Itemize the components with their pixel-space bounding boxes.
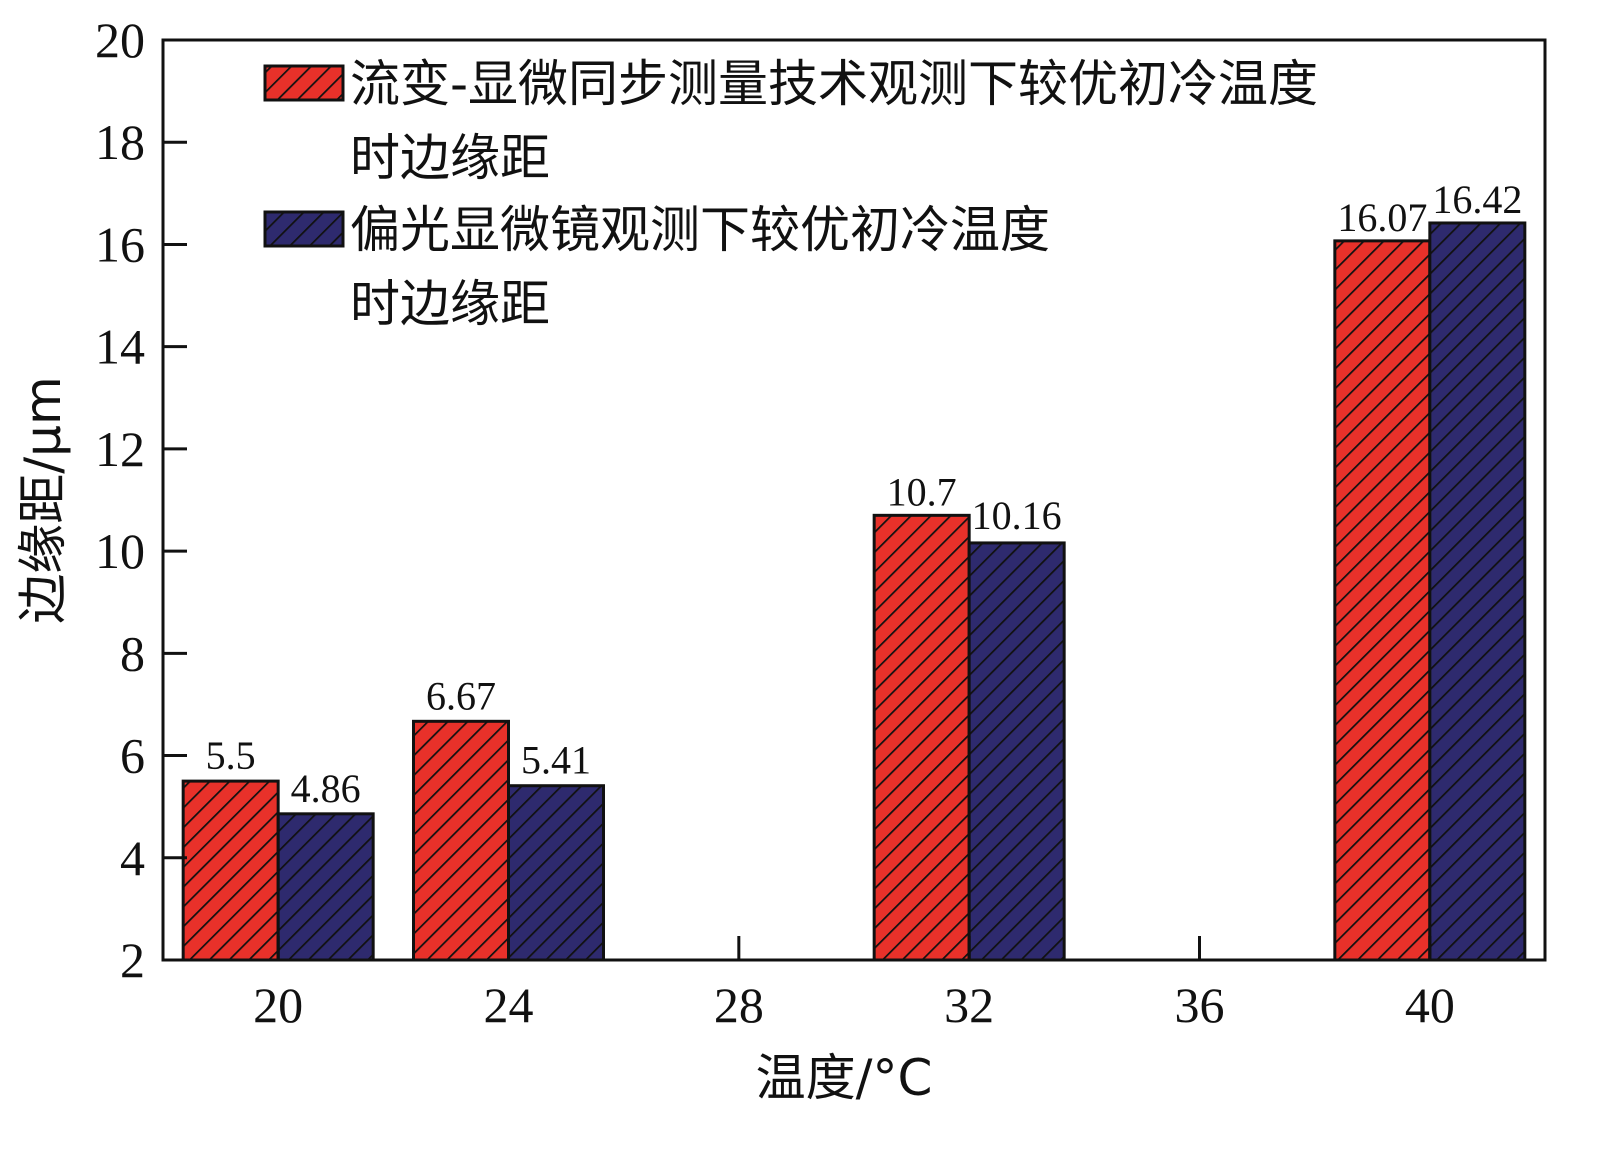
bar-2-40 bbox=[1428, 221, 1527, 962]
y-axis-title: 边缘距/μm bbox=[14, 376, 72, 623]
y-tick-label: 12 bbox=[95, 421, 145, 477]
bar-2-24 bbox=[507, 784, 605, 962]
y-tick-label: 18 bbox=[95, 114, 145, 170]
y-axis: 2 4 6 8 10 12 14 16 18 20 bbox=[95, 12, 187, 988]
y-tick-label: 10 bbox=[95, 523, 145, 579]
y-tick-label: 16 bbox=[95, 216, 145, 272]
legend-label: 时边缘距 bbox=[350, 129, 550, 187]
data-label: 16.07 bbox=[1337, 195, 1427, 240]
data-label: 5.5 bbox=[206, 733, 256, 778]
x-axis: 20 24 28 32 36 40 bbox=[253, 936, 1455, 1033]
y-tick-label: 20 bbox=[95, 12, 145, 68]
bars-layer bbox=[181, 221, 1527, 962]
legend-label: 流变-显微同步测量技术观测下较优初冷温度 bbox=[350, 55, 1318, 113]
x-axis-title: 温度/°C bbox=[756, 1049, 933, 1107]
bar-1-20 bbox=[181, 779, 280, 962]
bar-1-24 bbox=[412, 719, 510, 962]
data-label: 5.41 bbox=[521, 738, 591, 783]
y-tick-label: 14 bbox=[95, 319, 145, 375]
x-tick-label: 24 bbox=[484, 977, 534, 1033]
bar-1-32 bbox=[872, 513, 971, 962]
x-tick-label: 36 bbox=[1175, 977, 1225, 1033]
y-tick-label: 4 bbox=[120, 830, 145, 886]
legend-swatch bbox=[263, 64, 345, 102]
plot-frame bbox=[161, 38, 1547, 962]
legend-swatch bbox=[263, 210, 345, 248]
legend-label: 偏光显微镜观测下较优初冷温度 bbox=[350, 201, 1050, 259]
y-tick-label: 2 bbox=[120, 932, 145, 988]
data-label: 10.7 bbox=[887, 469, 957, 514]
x-tick-label: 20 bbox=[253, 977, 303, 1033]
data-label: 16.42 bbox=[1432, 177, 1522, 222]
x-tick-label: 28 bbox=[714, 977, 764, 1033]
bar-1-40 bbox=[1333, 239, 1432, 962]
y-tick-label: 8 bbox=[120, 625, 145, 681]
y-tick-label: 6 bbox=[120, 728, 145, 784]
data-label: 4.86 bbox=[291, 766, 361, 811]
data-labels-layer: 5.5 6.67 10.7 16.07 4.86 5.41 10.16 16.42 bbox=[206, 177, 1523, 811]
x-tick-label: 40 bbox=[1405, 977, 1455, 1033]
x-tick-label: 32 bbox=[944, 977, 994, 1033]
legend-label: 时边缘距 bbox=[350, 275, 550, 333]
data-label: 6.67 bbox=[426, 673, 496, 718]
legend: 流变-显微同步测量技术观测下较优初冷温度时边缘距偏光显微镜观测下较优初冷温度时边… bbox=[263, 55, 1318, 333]
data-label: 10.16 bbox=[972, 493, 1062, 538]
bar-2-32 bbox=[967, 541, 1066, 962]
bar-2-20 bbox=[276, 812, 375, 962]
